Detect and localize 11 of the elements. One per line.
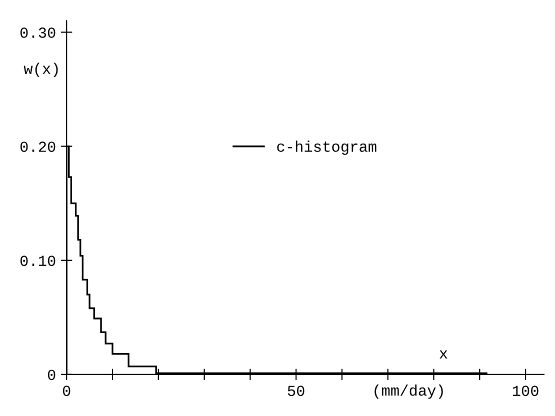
text: (mm/day) bbox=[374, 384, 443, 399]
y-tick-label: 0.30 bbox=[20, 28, 56, 38]
y-tick-label: 0 bbox=[48, 370, 56, 380]
x-tick-label: 100 bbox=[512, 386, 538, 396]
y-tick-label: 0.20 bbox=[20, 142, 56, 152]
y-tick-label: 0.10 bbox=[20, 256, 56, 266]
x-tick-label: 0 bbox=[62, 386, 70, 396]
x-axis-title: x bbox=[440, 350, 448, 358]
x-tick-label: 50 bbox=[288, 386, 304, 396]
legend-label: c-histogram bbox=[277, 140, 376, 155]
y-axis-title: w(x) bbox=[24, 62, 58, 78]
